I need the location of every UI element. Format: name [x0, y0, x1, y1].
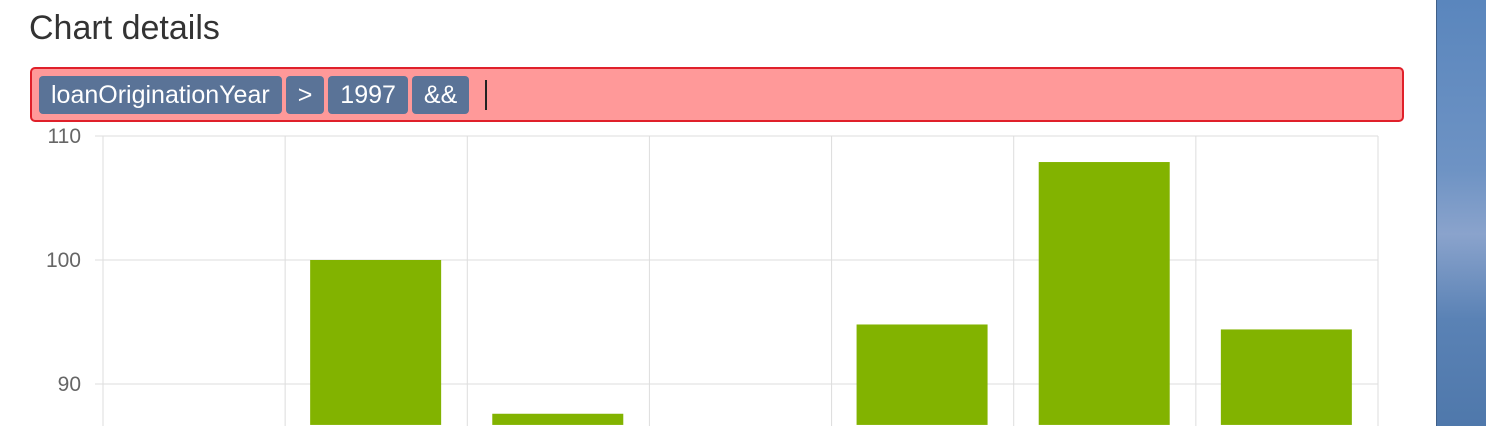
- filter-token-value[interactable]: 1997: [328, 75, 408, 114]
- chart-bar[interactable]: [492, 413, 624, 425]
- filter-query-input[interactable]: loanOriginationYear > 1997 &&: [30, 67, 1404, 122]
- chart-bar[interactable]: [1220, 329, 1352, 425]
- filter-token-operator[interactable]: >: [285, 75, 325, 114]
- y-tick-label: 90: [58, 373, 81, 396]
- text-cursor: [485, 79, 488, 110]
- background-window-edge: [1436, 0, 1486, 426]
- chart-bar[interactable]: [1038, 162, 1170, 425]
- chart-bars: [310, 162, 1352, 425]
- bar-chart: 90 100 110: [46, 125, 1379, 426]
- y-axis-tick-labels: 90 100 110: [46, 125, 81, 396]
- filter-token-conjunction[interactable]: &&: [411, 75, 470, 114]
- y-tick-label: 110: [48, 125, 81, 148]
- chart-bar[interactable]: [310, 260, 442, 425]
- chart-gridlines: [95, 135, 1379, 426]
- page-title: Chart details: [29, 9, 220, 47]
- chart-bar[interactable]: [856, 324, 988, 425]
- filter-token-field[interactable]: loanOriginationYear: [39, 75, 282, 114]
- y-tick-label: 100: [46, 249, 81, 272]
